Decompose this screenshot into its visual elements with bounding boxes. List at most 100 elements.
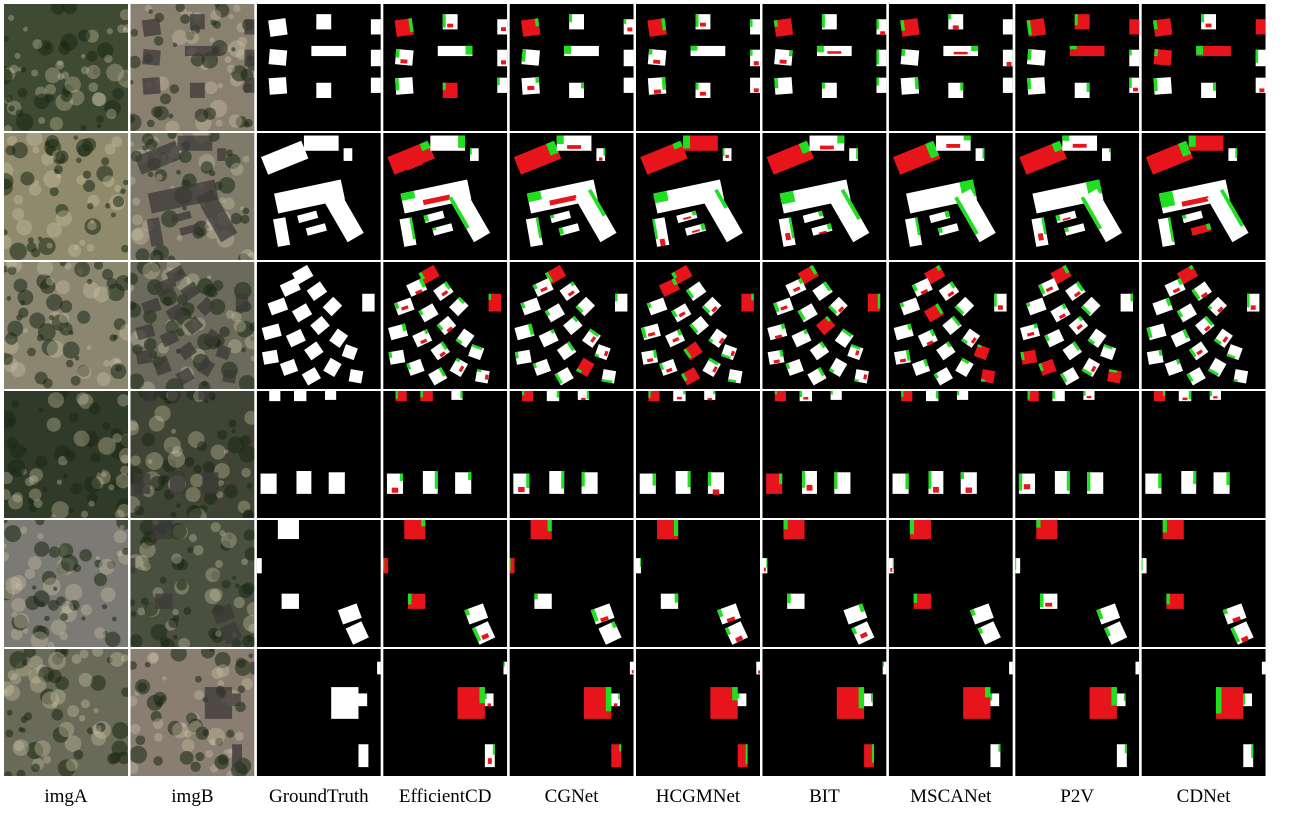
building bbox=[785, 358, 804, 376]
missed-region bbox=[824, 315, 831, 323]
photo-texture bbox=[243, 615, 255, 632]
missed-region bbox=[1235, 148, 1238, 159]
building bbox=[611, 744, 622, 768]
missed-region bbox=[442, 14, 446, 28]
false-alarm-region bbox=[1045, 286, 1054, 293]
photo-texture bbox=[98, 437, 116, 455]
roof bbox=[189, 82, 205, 98]
building bbox=[484, 744, 495, 768]
photo-texture bbox=[183, 730, 192, 738]
building bbox=[532, 277, 554, 297]
photo-texture bbox=[228, 419, 237, 428]
building bbox=[750, 77, 760, 93]
photo-texture bbox=[190, 473, 204, 488]
photo-texture bbox=[46, 242, 53, 249]
photo-texture bbox=[150, 262, 161, 273]
missed-region bbox=[982, 148, 985, 159]
building bbox=[1054, 471, 1070, 494]
missed-region bbox=[418, 309, 424, 316]
missed-region bbox=[1013, 19, 1015, 26]
missed-region bbox=[1178, 140, 1192, 157]
building bbox=[1176, 264, 1199, 285]
false-alarm-region bbox=[789, 532, 799, 538]
photo-texture bbox=[80, 53, 86, 59]
photo-texture bbox=[4, 525, 22, 543]
photo-texture bbox=[40, 688, 56, 705]
false-alarm-region bbox=[1169, 530, 1178, 535]
missed-region bbox=[1267, 662, 1268, 668]
photo-texture bbox=[62, 473, 68, 479]
photo-texture bbox=[155, 700, 163, 708]
photo-texture bbox=[4, 234, 12, 250]
photo-texture bbox=[33, 590, 50, 608]
photo-texture bbox=[219, 530, 226, 537]
photo-texture bbox=[232, 575, 237, 580]
roof bbox=[202, 472, 219, 494]
missed-region bbox=[623, 19, 627, 24]
building bbox=[331, 687, 359, 719]
photo-texture bbox=[102, 359, 110, 367]
photo-texture bbox=[51, 314, 69, 331]
building bbox=[418, 264, 440, 285]
roof bbox=[244, 77, 255, 93]
building bbox=[821, 82, 837, 98]
photo-texture bbox=[121, 475, 128, 482]
building bbox=[640, 140, 688, 175]
building bbox=[1087, 472, 1104, 494]
missed-region bbox=[569, 14, 573, 23]
false-alarm-region bbox=[965, 487, 973, 493]
photo-texture bbox=[172, 42, 178, 47]
building bbox=[888, 558, 894, 574]
photo-texture bbox=[244, 547, 255, 561]
photo-texture bbox=[27, 237, 34, 244]
missed-region bbox=[423, 214, 430, 223]
building bbox=[1247, 293, 1260, 312]
photo-texture bbox=[101, 471, 107, 478]
building bbox=[673, 391, 686, 402]
roof bbox=[134, 140, 182, 175]
missed-region bbox=[1015, 558, 1017, 570]
photo-texture bbox=[4, 681, 14, 697]
building bbox=[437, 45, 473, 57]
photo-texture bbox=[194, 690, 204, 700]
photo-texture bbox=[215, 119, 223, 127]
building bbox=[1027, 77, 1046, 95]
building bbox=[647, 77, 667, 95]
building bbox=[815, 315, 836, 336]
false-alarm-region bbox=[447, 23, 454, 28]
missed-region bbox=[1108, 369, 1118, 373]
photo-texture bbox=[4, 410, 17, 429]
photo-texture bbox=[18, 727, 24, 733]
missed-region bbox=[925, 140, 940, 159]
photo-texture bbox=[186, 273, 200, 288]
photo-texture bbox=[34, 371, 48, 385]
building bbox=[1027, 391, 1039, 402]
building bbox=[864, 693, 873, 707]
missed-region bbox=[615, 293, 618, 302]
roof bbox=[170, 210, 192, 224]
tile-imgA-row-1 bbox=[4, 4, 128, 131]
photo-texture bbox=[91, 92, 106, 107]
caption-cdnet: CDNet bbox=[1176, 786, 1231, 807]
photo-texture bbox=[70, 375, 81, 386]
building bbox=[596, 148, 606, 161]
photo-texture bbox=[115, 473, 128, 489]
missed-region bbox=[383, 558, 385, 572]
building bbox=[273, 217, 291, 247]
missed-region bbox=[1266, 78, 1268, 85]
photo-texture bbox=[29, 676, 47, 693]
missed-region bbox=[911, 283, 918, 292]
photo-texture bbox=[6, 135, 18, 146]
false-alarm-region bbox=[1172, 287, 1181, 294]
photo-texture bbox=[38, 666, 54, 683]
photo-texture bbox=[60, 613, 69, 622]
missed-region bbox=[691, 210, 697, 216]
missed-region bbox=[787, 593, 791, 604]
missed-region bbox=[633, 49, 634, 65]
tile-mscanet-row-4 bbox=[888, 391, 1013, 518]
false-alarm-region bbox=[926, 340, 934, 346]
photo-texture bbox=[112, 88, 124, 100]
building bbox=[1213, 472, 1230, 494]
missed-region bbox=[1038, 362, 1044, 372]
